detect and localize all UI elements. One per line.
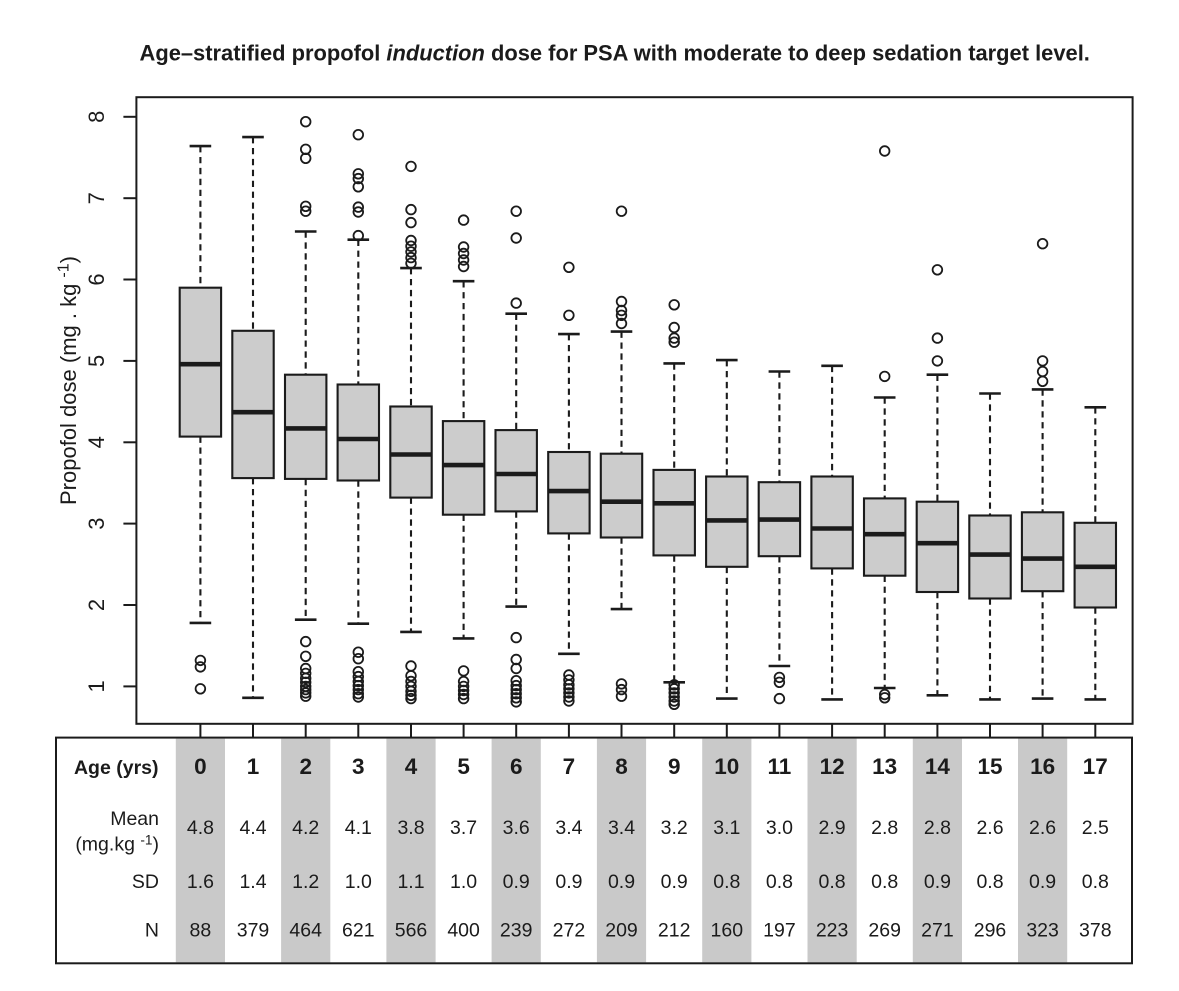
svg-text:SD: SD xyxy=(132,871,159,893)
svg-text:3.6: 3.6 xyxy=(503,817,530,839)
svg-text:2.8: 2.8 xyxy=(871,817,898,839)
svg-text:2.9: 2.9 xyxy=(819,817,846,839)
svg-text:5: 5 xyxy=(457,754,470,779)
svg-text:1.4: 1.4 xyxy=(239,871,266,893)
svg-text:212: 212 xyxy=(658,919,691,941)
svg-text:5: 5 xyxy=(84,355,109,367)
svg-text:3.4: 3.4 xyxy=(555,817,582,839)
svg-text:2: 2 xyxy=(84,599,109,611)
svg-text:8: 8 xyxy=(84,111,109,123)
svg-text:6: 6 xyxy=(84,273,109,285)
svg-text:N: N xyxy=(145,919,159,941)
svg-text:1.1: 1.1 xyxy=(397,871,424,893)
svg-text:4.8: 4.8 xyxy=(187,817,214,839)
svg-text:1.0: 1.0 xyxy=(345,871,372,893)
svg-text:3: 3 xyxy=(84,517,109,529)
svg-text:12: 12 xyxy=(820,754,845,779)
svg-text:2.5: 2.5 xyxy=(1082,817,1109,839)
svg-text:88: 88 xyxy=(190,919,212,941)
svg-text:272: 272 xyxy=(553,919,586,941)
svg-text:0.9: 0.9 xyxy=(661,871,688,893)
svg-text:239: 239 xyxy=(500,919,533,941)
svg-text:0.9: 0.9 xyxy=(503,871,530,893)
svg-text:0.8: 0.8 xyxy=(1082,871,1109,893)
svg-text:3.4: 3.4 xyxy=(608,817,635,839)
svg-text:3.2: 3.2 xyxy=(661,817,688,839)
svg-text:271: 271 xyxy=(921,919,954,941)
svg-text:2: 2 xyxy=(299,754,312,779)
svg-text:9: 9 xyxy=(668,754,681,779)
svg-text:10: 10 xyxy=(714,754,739,779)
svg-text:0.8: 0.8 xyxy=(976,871,1003,893)
svg-text:1.6: 1.6 xyxy=(187,871,214,893)
svg-text:269: 269 xyxy=(868,919,901,941)
svg-text:400: 400 xyxy=(447,919,480,941)
svg-text:378: 378 xyxy=(1079,919,1112,941)
svg-text:197: 197 xyxy=(763,919,796,941)
svg-text:0: 0 xyxy=(194,754,207,779)
svg-text:0.8: 0.8 xyxy=(713,871,740,893)
svg-text:Mean: Mean xyxy=(110,808,159,830)
svg-text:0.9: 0.9 xyxy=(555,871,582,893)
svg-text:464: 464 xyxy=(289,919,322,941)
svg-text:0.8: 0.8 xyxy=(766,871,793,893)
svg-text:0.9: 0.9 xyxy=(608,871,635,893)
svg-text:4.2: 4.2 xyxy=(292,817,319,839)
svg-text:15: 15 xyxy=(977,754,1002,779)
svg-text:3: 3 xyxy=(352,754,365,779)
svg-text:14: 14 xyxy=(925,754,951,779)
svg-text:1.0: 1.0 xyxy=(450,871,477,893)
svg-text:0.9: 0.9 xyxy=(924,871,951,893)
svg-text:323: 323 xyxy=(1026,919,1059,941)
svg-text:223: 223 xyxy=(816,919,849,941)
svg-text:566: 566 xyxy=(395,919,428,941)
svg-text:16: 16 xyxy=(1030,754,1055,779)
svg-text:160: 160 xyxy=(711,919,744,941)
svg-text:4: 4 xyxy=(84,436,109,448)
svg-text:2.6: 2.6 xyxy=(1029,817,1056,839)
svg-text:0.8: 0.8 xyxy=(871,871,898,893)
svg-text:17: 17 xyxy=(1083,754,1108,779)
svg-text:7: 7 xyxy=(563,754,576,779)
svg-text:3.8: 3.8 xyxy=(397,817,424,839)
svg-text:(mg.kg -1): (mg.kg -1) xyxy=(75,833,159,856)
svg-text:0.8: 0.8 xyxy=(819,871,846,893)
svg-text:621: 621 xyxy=(342,919,375,941)
svg-text:379: 379 xyxy=(237,919,270,941)
svg-text:7: 7 xyxy=(84,192,109,204)
svg-text:3.1: 3.1 xyxy=(713,817,740,839)
svg-text:Age (yrs): Age (yrs) xyxy=(74,757,159,779)
svg-text:11: 11 xyxy=(768,754,792,779)
svg-text:2.8: 2.8 xyxy=(924,817,951,839)
svg-text:2.6: 2.6 xyxy=(976,817,1003,839)
svg-text:3.0: 3.0 xyxy=(766,817,793,839)
svg-text:4.4: 4.4 xyxy=(239,817,266,839)
svg-text:0.9: 0.9 xyxy=(1029,871,1056,893)
svg-text:Propofol dose (mg . kg -1): Propofol dose (mg . kg -1) xyxy=(56,256,82,505)
svg-text:1: 1 xyxy=(247,754,260,779)
svg-text:209: 209 xyxy=(605,919,638,941)
svg-text:1.2: 1.2 xyxy=(292,871,319,893)
svg-text:Age–stratified propofol induct: Age–stratified propofol induction dose f… xyxy=(140,40,1090,65)
svg-text:6: 6 xyxy=(510,754,523,779)
svg-text:4.1: 4.1 xyxy=(345,817,372,839)
svg-text:4: 4 xyxy=(405,754,418,779)
svg-text:8: 8 xyxy=(615,754,628,779)
svg-text:3.7: 3.7 xyxy=(450,817,477,839)
svg-text:13: 13 xyxy=(872,754,897,779)
svg-text:296: 296 xyxy=(974,919,1007,941)
svg-text:1: 1 xyxy=(84,680,109,692)
